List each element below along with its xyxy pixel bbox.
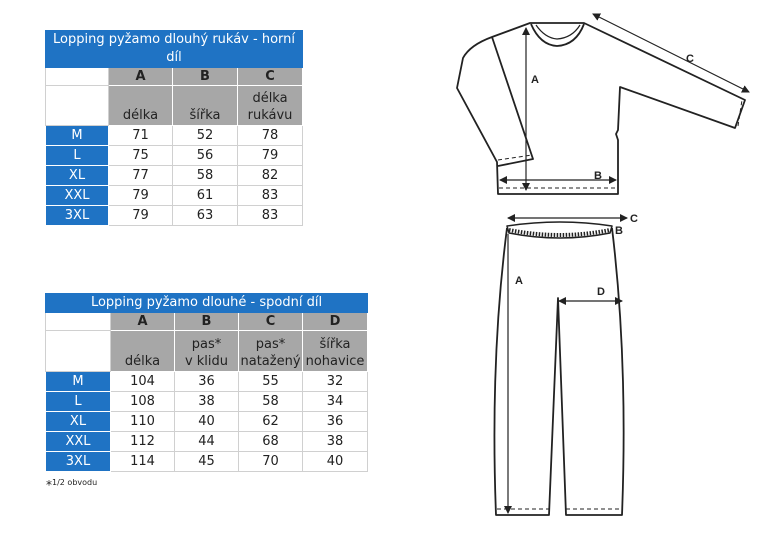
table-title: Lopping pyžamo dlouhé - spodní díl — [44, 293, 369, 313]
label-line: nohavice — [305, 354, 365, 369]
measurement-cell: 79 — [108, 205, 173, 226]
table-title: Lopping pyžamo dlouhý rukáv - horní díl — [44, 30, 304, 68]
label-line: délka — [252, 91, 288, 106]
measurement-cell: 75 — [108, 145, 173, 166]
shirt-outline — [456, 22, 746, 195]
label-line: šířka — [319, 337, 351, 352]
blank-cell — [45, 330, 111, 372]
measure-c-arrow — [592, 13, 750, 93]
pants-measurements — [504, 214, 628, 514]
label-line: pas* — [255, 337, 286, 352]
left-sleeve-seam — [491, 36, 534, 167]
measurement-cell: 62 — [238, 411, 303, 432]
column-label: délka rukávu — [236, 85, 304, 126]
blank-cell — [45, 67, 109, 86]
column-letter: C — [236, 67, 304, 86]
waistband — [506, 221, 613, 239]
table-row: XL 77 58 82 — [45, 165, 304, 186]
column-letter: B — [174, 312, 239, 331]
footnote-text: 1/2 obvodu — [52, 478, 98, 487]
measurement-cell: 34 — [301, 391, 369, 412]
measure-c-label: C — [630, 213, 638, 225]
size-label: XL — [45, 165, 109, 186]
label-line: natažený — [240, 354, 301, 369]
footnote: *1/2 obvodu — [46, 478, 97, 492]
label-line: rukávu — [247, 108, 293, 123]
top-size-table: Lopping pyžamo dlouhý rukáv - horní díl … — [44, 30, 304, 226]
column-label: šířka nohavice — [301, 330, 369, 372]
column-label: délka — [110, 330, 175, 372]
measure-a-label: A — [515, 275, 523, 287]
column-label: délka — [108, 85, 173, 126]
table-row: 3XL 114 45 70 40 — [45, 451, 369, 472]
size-label: XL — [45, 411, 111, 432]
measurement-cell: 77 — [108, 165, 173, 186]
size-label: L — [45, 391, 111, 412]
measurement-cell: 110 — [110, 411, 175, 432]
cuff-stitch-left — [497, 154, 533, 161]
measurement-cell: 70 — [238, 451, 303, 472]
column-letter: A — [110, 312, 175, 331]
size-label: XXL — [45, 431, 111, 452]
measurement-cell: 45 — [174, 451, 239, 472]
measure-a-label: A — [531, 74, 539, 86]
shirt-drawing — [456, 22, 746, 195]
size-label: 3XL — [45, 451, 111, 472]
blank-cell — [45, 85, 109, 126]
measurement-cell: 108 — [110, 391, 175, 412]
neckline — [530, 23, 585, 47]
measurement-cell: 83 — [236, 205, 304, 226]
label-line: pas* — [191, 337, 222, 352]
bottom-size-table: Lopping pyžamo dlouhé - spodní díl A B C… — [44, 293, 369, 472]
table-row: 3XL 79 63 83 — [45, 205, 304, 226]
cuff-stitch-right — [737, 99, 743, 127]
size-label: XXL — [45, 185, 109, 206]
measurement-cell: 112 — [110, 431, 175, 452]
column-label: pas* natažený — [238, 330, 303, 372]
footnote-mark: * — [46, 478, 52, 492]
measurement-cell: 40 — [301, 451, 369, 472]
waistband-elastic — [508, 228, 611, 237]
measurement-cell: 78 — [236, 125, 304, 146]
column-letter: D — [301, 312, 369, 331]
column-label: pas* v klidu — [174, 330, 239, 372]
table-row: L 108 38 58 34 — [45, 391, 369, 412]
shirt-measurements — [499, 13, 750, 191]
pants-outline — [493, 227, 625, 516]
label-line: v klidu — [184, 354, 229, 369]
pants-drawing — [493, 221, 625, 516]
measure-d-label: D — [597, 286, 605, 298]
neckline-inner — [535, 24, 581, 40]
column-letter: C — [238, 312, 303, 331]
measure-b-label: B — [615, 225, 623, 237]
measurement-cell: 114 — [110, 451, 175, 472]
table-row: L 75 56 79 — [45, 145, 304, 166]
measurement-cell: 44 — [174, 431, 239, 452]
measurement-cell: 82 — [236, 165, 304, 186]
table-row: XXL 79 61 83 — [45, 185, 304, 206]
measurement-cell: 63 — [172, 205, 238, 226]
measure-c-label: C — [686, 53, 694, 65]
measure-b-label: B — [594, 170, 602, 182]
table-row: XXL 112 44 68 38 — [45, 431, 369, 452]
